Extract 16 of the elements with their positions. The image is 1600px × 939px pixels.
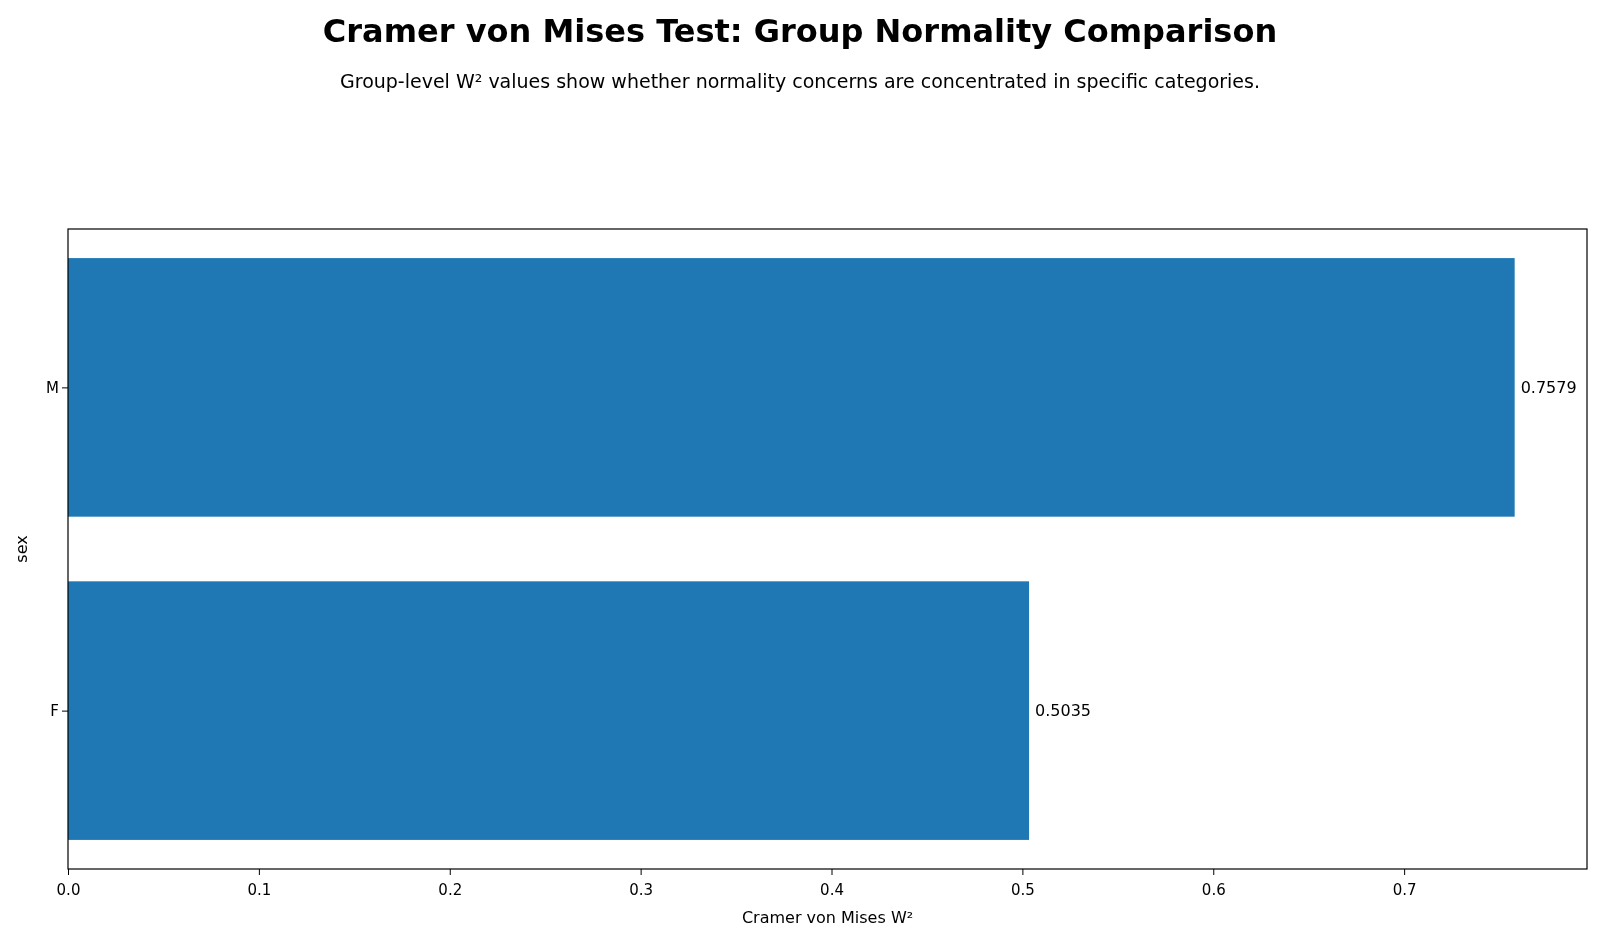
x-axis-title: Cramer von Mises W² [741,908,914,927]
data-label: 0.5035 [1035,701,1092,721]
x-tick-label: 0.2 [438,880,463,899]
y-tick-label: F [50,701,59,720]
chart-subtitle: Group-level W² values show whether normality concerns are concentrated in specific categories. [340,70,1260,92]
y-axis-title: sex [12,535,31,563]
x-tick-label: 0.0 [56,880,81,899]
x-tick-label: 0.4 [820,880,844,899]
y-tick-label: M [46,378,59,397]
x-tick-label: 0.7 [1392,880,1417,899]
x-tick-label: 0.1 [247,880,272,899]
x-tick-label: 0.5 [1010,880,1035,899]
chart-title: Cramer von Mises Test: Group Normality Comparison [322,12,1278,50]
x-tick-label: 0.6 [1201,880,1226,899]
data-label: 0.7579 [1520,377,1577,397]
x-tick-label: 0.3 [629,880,654,899]
